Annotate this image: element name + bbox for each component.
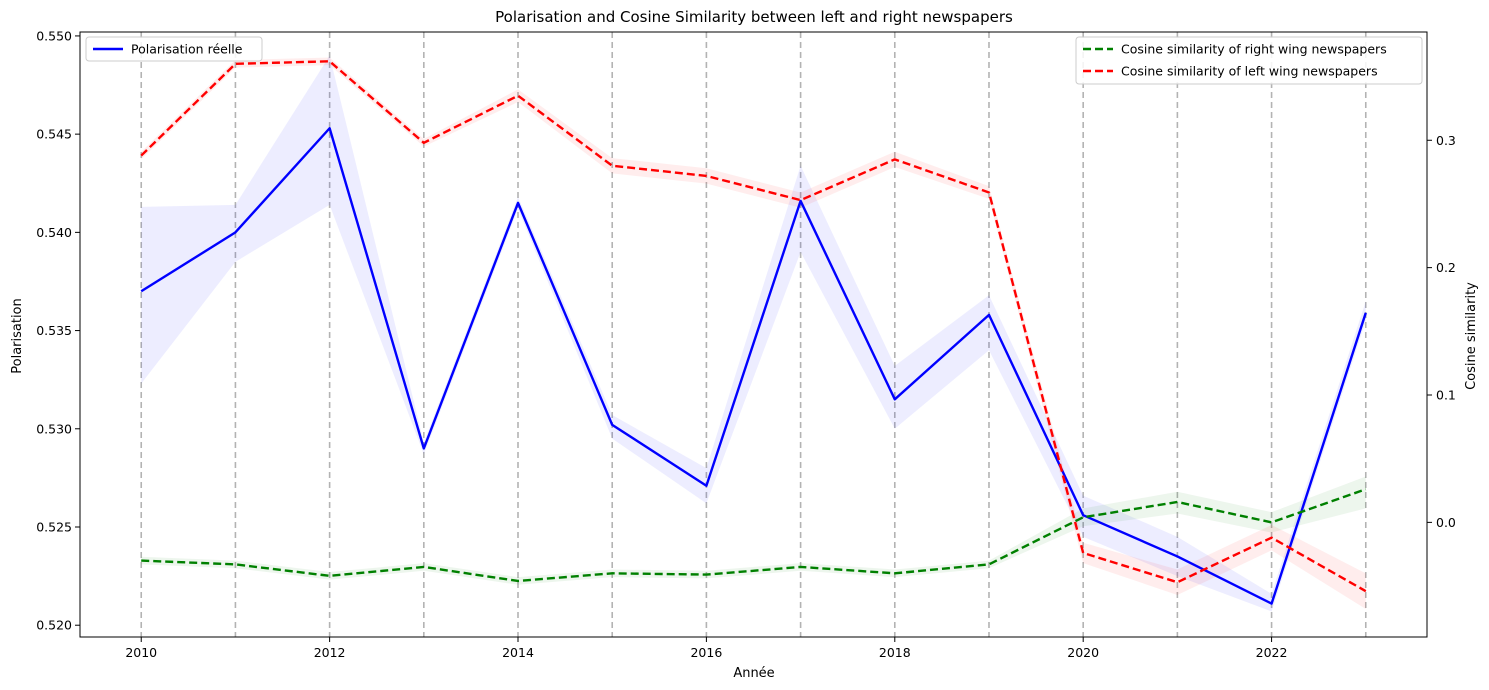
- y-axis-title-left: Polarisation: [10, 298, 25, 374]
- series-line-0: [140, 127, 1367, 605]
- y-right-tick-label: 0.0: [1436, 515, 1456, 530]
- x-tick-label: 2020: [1067, 645, 1099, 660]
- confidence-band-0: [141, 55, 1366, 612]
- legend-label-series-2: Cosine similarity of left wing newspaper…: [1121, 64, 1378, 79]
- legend-left: Polarisation réelle: [85, 36, 263, 62]
- series-line-2: [140, 60, 1367, 593]
- x-tick-label: 2022: [1256, 645, 1288, 660]
- x-tick-label: 2014: [502, 645, 534, 660]
- y-right-tick-label: 0.1: [1436, 388, 1456, 403]
- legend-left-box: [85, 36, 263, 62]
- y-left-tick-label: 0.550: [36, 28, 72, 43]
- y-right-tick-label: 0.3: [1436, 133, 1456, 148]
- y-left-tick-label: 0.525: [36, 520, 72, 535]
- plot-area: 2010 2012 2014 2016 2018 2020 2022 0.520 0.525 0.…: [36, 28, 1456, 660]
- x-tick-label: 2016: [690, 645, 722, 660]
- x-tick-label: 2018: [879, 645, 911, 660]
- axes-frame: [79, 31, 1428, 638]
- y-right-tick-label: 0.2: [1436, 260, 1456, 275]
- series-line-1: [141, 488, 1367, 583]
- x-axis-title: Année: [733, 666, 774, 681]
- y-left-tick-label: 0.545: [36, 127, 72, 142]
- y-left-tick-label: 0.540: [36, 225, 72, 240]
- y-left-tick-label: 0.520: [36, 618, 72, 633]
- legend-label-series-1: Cosine similarity of right wing newspape…: [1121, 42, 1387, 57]
- legend-right-box: [1075, 36, 1423, 85]
- confidence-band-2: [141, 57, 1366, 609]
- chart-title: Polarisation and Cosine Similarity betwe…: [495, 8, 1013, 26]
- legend-right: Cosine similarity of right wing newspape…: [1075, 36, 1423, 85]
- y-left-tick-label: 0.530: [36, 421, 72, 436]
- legend-label-polarisation: Polarisation réelle: [131, 42, 243, 57]
- x-tick-label: 2010: [125, 645, 157, 660]
- y-axis-title-right: Cosine similarity: [1464, 282, 1479, 390]
- y-left-tick-label: 0.535: [36, 323, 72, 338]
- x-tick-label: 2012: [314, 645, 346, 660]
